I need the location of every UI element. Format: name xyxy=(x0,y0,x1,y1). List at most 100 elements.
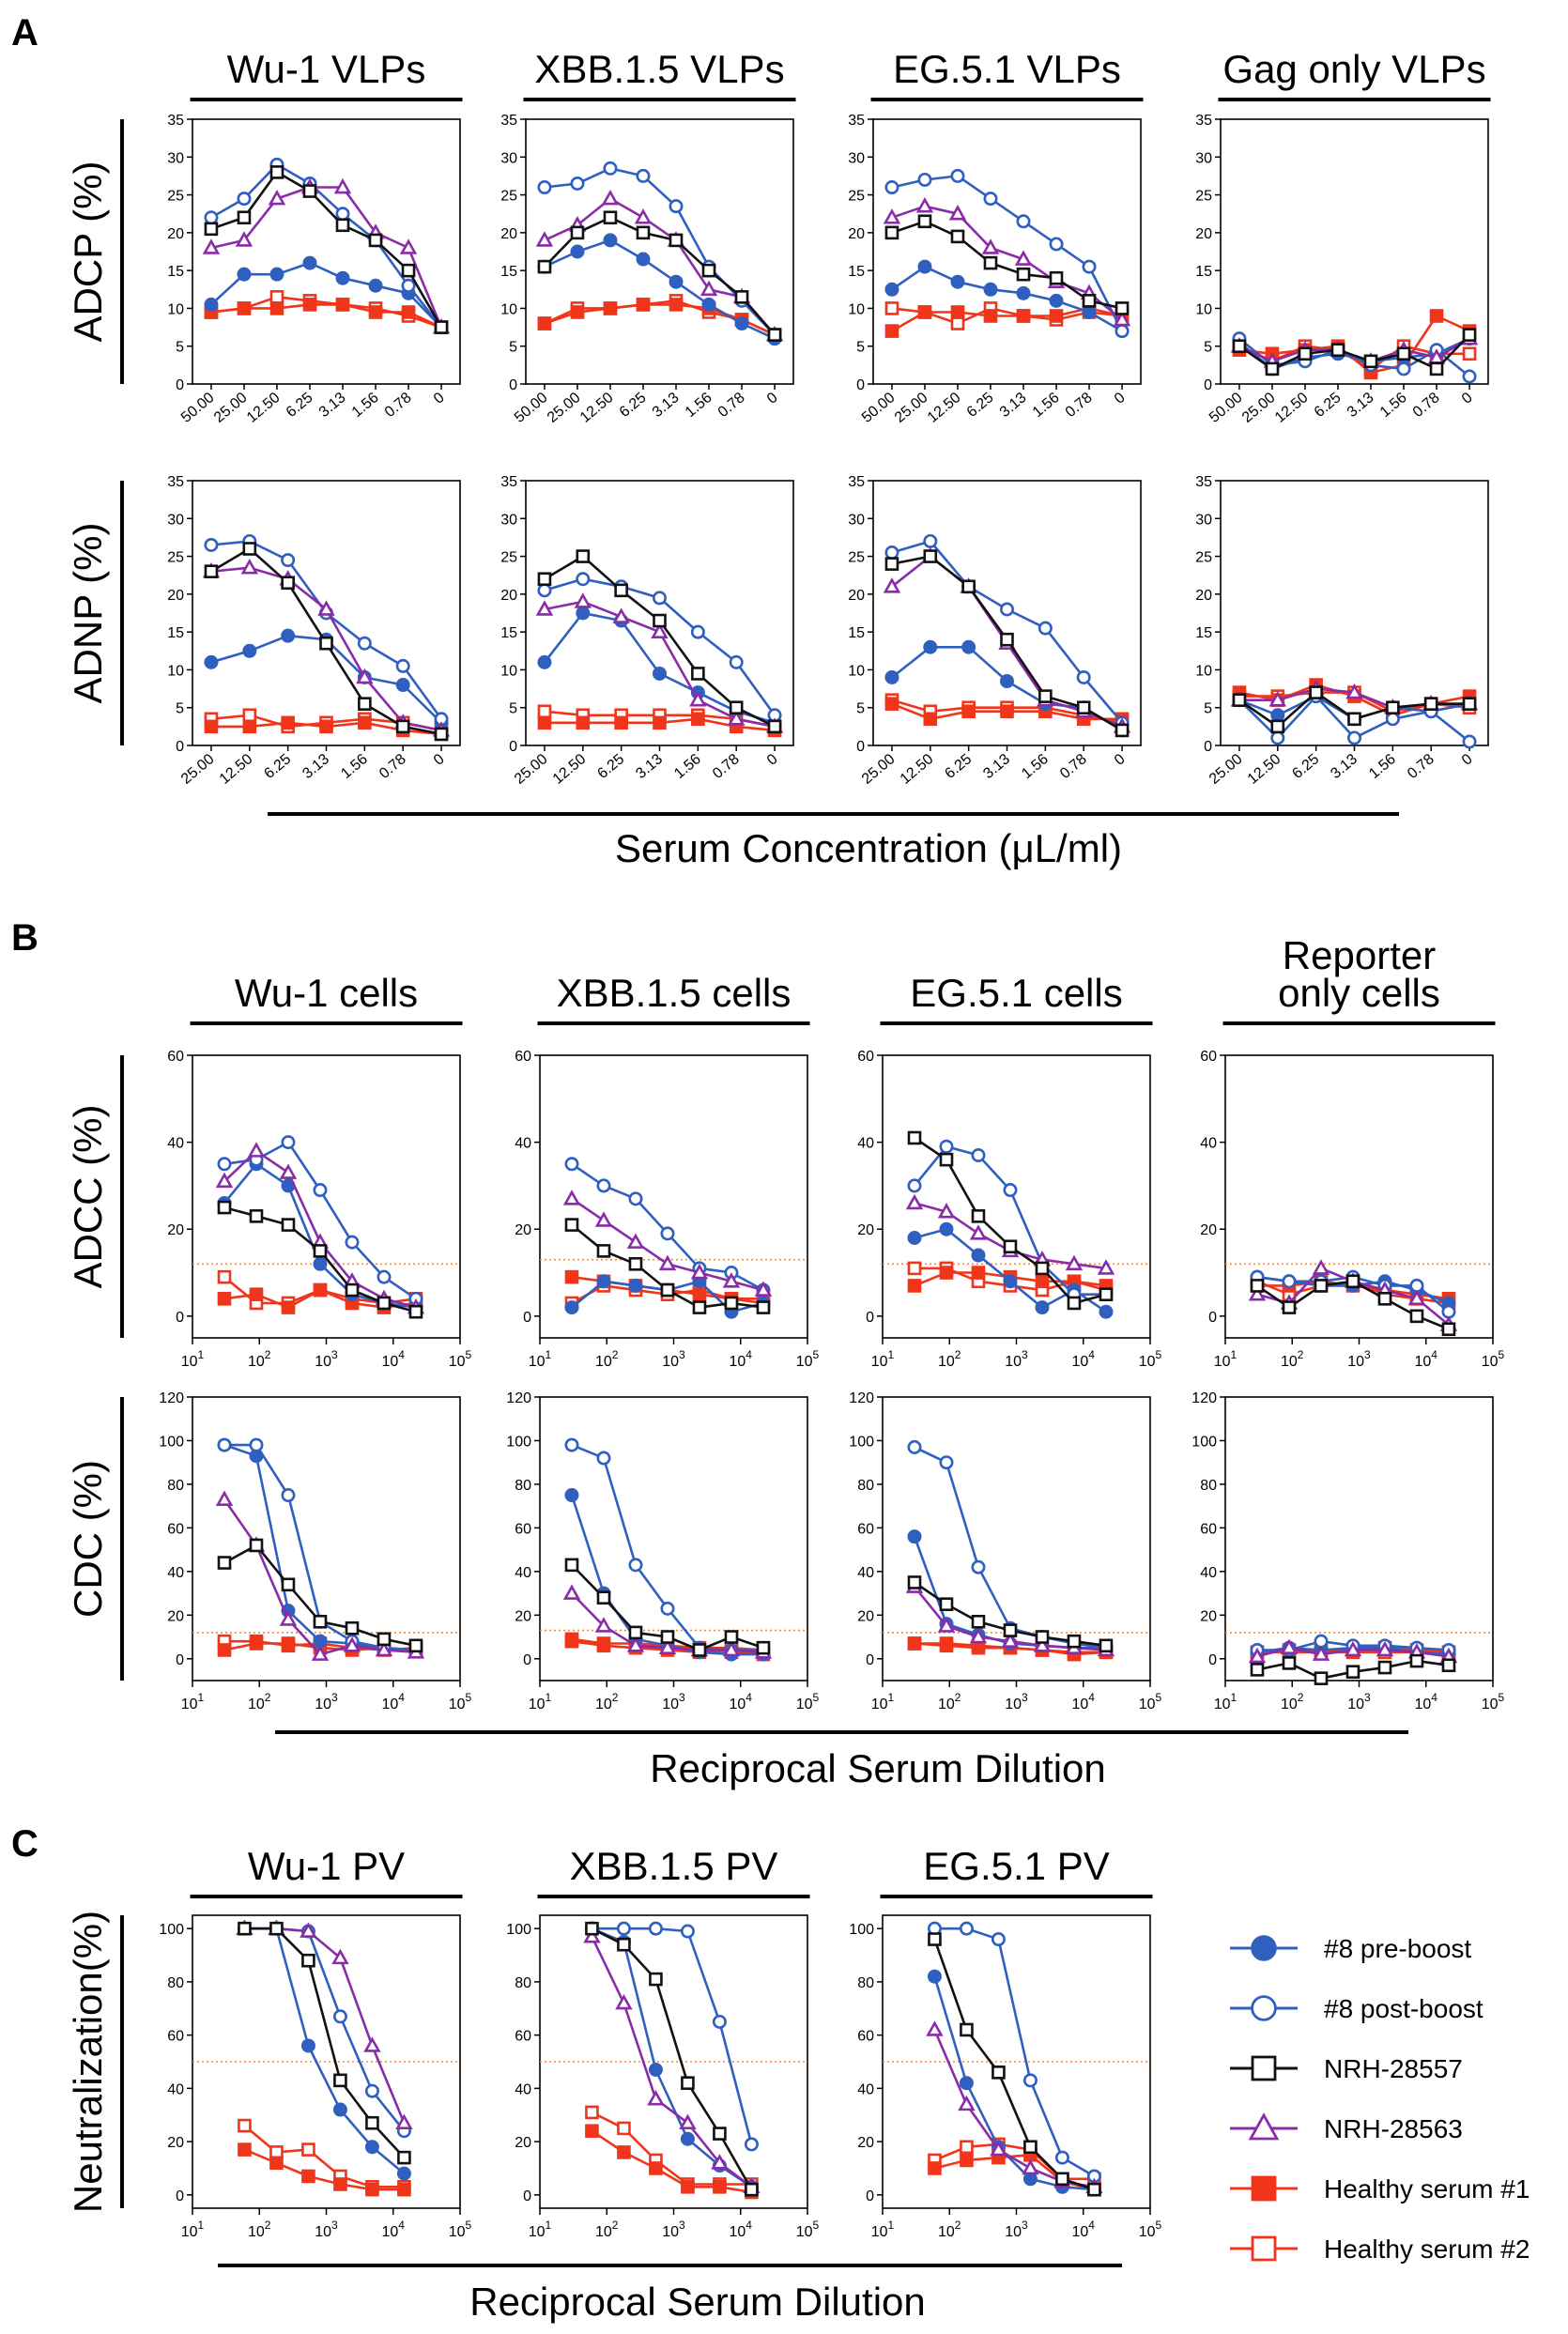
data-point-h1 xyxy=(636,298,651,312)
data-point-n563 xyxy=(634,208,653,224)
data-point-post xyxy=(313,1183,328,1198)
y-tick-label: 100 xyxy=(506,1922,531,1938)
y-tick-label: 40 xyxy=(515,1565,531,1581)
plot-frame xyxy=(882,1396,1151,1681)
data-point-n563 xyxy=(981,238,1000,254)
data-point-n557 xyxy=(660,1282,675,1298)
y-tick-label: 35 xyxy=(167,474,184,490)
legend-marker-n557 xyxy=(1251,2055,1277,2081)
y-axis-label: CDC (%) xyxy=(66,1460,110,1618)
data-point-n557 xyxy=(217,1200,232,1215)
data-point-n557 xyxy=(408,1638,423,1653)
data-point-n563 xyxy=(699,280,718,297)
plot-frame xyxy=(525,480,794,746)
x-tick-label: 102 xyxy=(1281,1348,1304,1370)
data-point-n557 xyxy=(302,184,317,198)
data-point-h1 xyxy=(576,715,591,730)
x-tick-label: 0 xyxy=(431,751,448,769)
y-tick-label: 20 xyxy=(1200,1608,1217,1624)
x-tick-label: 1.56 xyxy=(1377,390,1410,421)
data-point-post xyxy=(537,180,552,195)
data-point-post xyxy=(648,1921,663,1936)
x-tick-label: 104 xyxy=(1072,2219,1096,2240)
x-tick-label: 0.78 xyxy=(715,390,748,421)
data-point-n557 xyxy=(884,557,899,571)
data-point-n563 xyxy=(311,1645,330,1661)
data-point-pre xyxy=(648,2063,663,2078)
x-tick-label: 3.13 xyxy=(633,751,666,782)
data-point-post xyxy=(907,1439,922,1454)
data-point-h1 xyxy=(939,1638,954,1653)
series-line-h1 xyxy=(243,2148,405,2191)
data-point-post xyxy=(884,545,899,560)
data-point-pre xyxy=(680,2131,695,2146)
data-point-n563 xyxy=(300,1922,317,1938)
data-point-n557 xyxy=(238,1921,252,1936)
x-tick-label: 102 xyxy=(248,2219,271,2240)
data-point-n557 xyxy=(660,1630,675,1644)
data-point-h1 xyxy=(917,305,932,319)
data-point-n557 xyxy=(1298,346,1313,361)
series-line-post xyxy=(244,1927,406,2132)
data-point-n557 xyxy=(971,1209,986,1223)
data-point-n557 xyxy=(1409,1653,1424,1668)
y-tick-label: 20 xyxy=(857,2135,874,2151)
data-point-post xyxy=(237,192,252,207)
data-point-n557 xyxy=(961,579,976,594)
x-tick-label: 6.25 xyxy=(617,390,650,421)
data-point-pre xyxy=(923,639,938,654)
data-point-n557 xyxy=(1429,361,1444,376)
x-tick-label: 105 xyxy=(1139,2219,1162,2240)
data-point-n563 xyxy=(279,1610,298,1626)
data-point-n563 xyxy=(1407,1289,1426,1306)
y-tick-label: 15 xyxy=(500,625,517,641)
data-point-n563 xyxy=(399,238,418,254)
data-point-n557 xyxy=(1462,697,1477,711)
panel-cdc-xbb: 0 20 40 60 80 100 120 101 102 103 104 105 xyxy=(506,1390,819,1712)
data-point-pre xyxy=(917,259,932,274)
panel-adcc-wu1: 0 20 40 60 101 102 103 104 105 Wu-1 cells ADCC (%) xyxy=(66,971,472,1370)
data-point-h1 xyxy=(649,2161,663,2175)
legend-label-n557: NRH-28557 xyxy=(1324,2054,1463,2083)
data-point-post xyxy=(628,1558,643,1573)
y-tick-label: 10 xyxy=(500,301,517,317)
data-point-h1 xyxy=(614,715,628,730)
x-tick-label: 0.78 xyxy=(377,751,409,782)
y-tick-label: 60 xyxy=(515,1049,531,1065)
y-tick-label: 35 xyxy=(167,113,184,129)
data-point-n557 xyxy=(345,1620,360,1635)
data-point-h1 xyxy=(939,1266,954,1280)
data-point-n557 xyxy=(345,1282,360,1298)
data-point-h2 xyxy=(907,1261,922,1276)
data-point-n557 xyxy=(576,549,591,563)
data-point-post xyxy=(249,1437,264,1452)
data-point-h1 xyxy=(692,1287,707,1301)
data-point-n557 xyxy=(1345,1274,1360,1289)
y-tick-label: 20 xyxy=(167,1608,184,1624)
data-point-n557 xyxy=(434,727,449,742)
data-point-post xyxy=(345,1235,360,1250)
y-tick-label: 25 xyxy=(848,550,865,566)
series-line-n563 xyxy=(244,1927,406,2124)
data-point-h1 xyxy=(204,719,219,734)
data-point-post xyxy=(669,199,684,214)
y-tick-label: 10 xyxy=(848,301,865,317)
data-point-pre xyxy=(300,2038,315,2053)
data-point-h1 xyxy=(301,2169,315,2184)
x-tick-label: 25.00 xyxy=(545,390,584,426)
x-tick-label: 105 xyxy=(1482,1348,1505,1370)
data-point-pre xyxy=(364,2140,379,2155)
y-tick-label: 40 xyxy=(1200,1136,1217,1152)
data-point-n557 xyxy=(1441,1322,1456,1337)
legend-marker-shape-n563 xyxy=(1248,2112,1280,2141)
y-tick-label: 10 xyxy=(848,663,865,679)
legend-label-post: #8 post-boost xyxy=(1324,1994,1483,2023)
y-tick-label: 20 xyxy=(515,1608,531,1624)
data-point-h2 xyxy=(242,708,257,723)
y-tick-label: 0 xyxy=(176,739,184,755)
data-point-post xyxy=(564,1157,579,1172)
data-point-n563 xyxy=(969,1224,988,1240)
data-point-n557 xyxy=(1423,697,1438,711)
data-point-n557 xyxy=(319,636,333,651)
x-tick-label: 50.00 xyxy=(512,390,551,426)
